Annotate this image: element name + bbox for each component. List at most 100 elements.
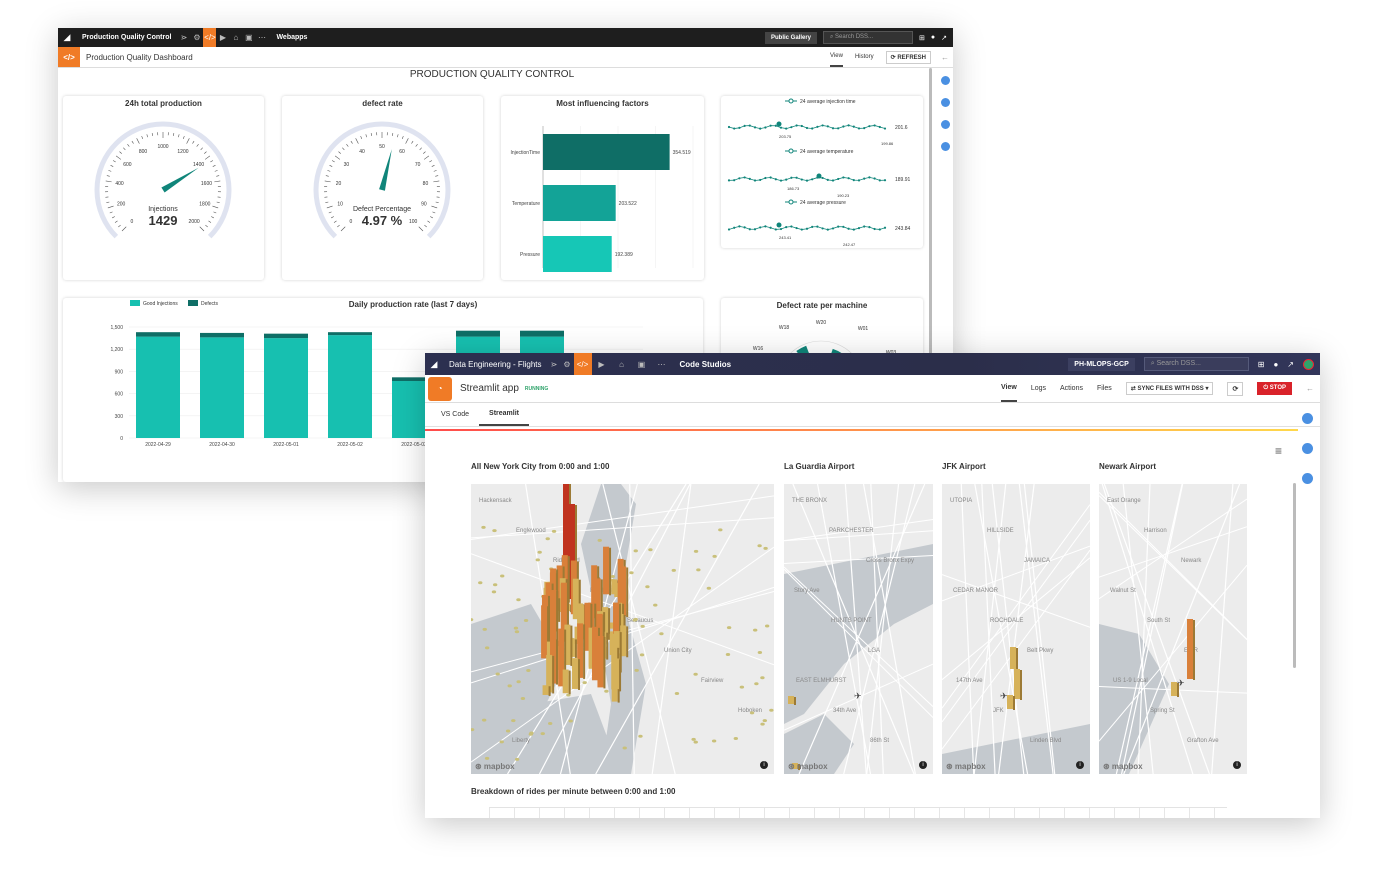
factor-bar: [543, 134, 670, 170]
mapbox-logo[interactable]: ⊛ mapbox: [788, 762, 828, 771]
flow-icon[interactable]: ⋗: [548, 360, 561, 369]
low-label: 199.86: [881, 141, 894, 146]
more-icon[interactable]: ⋯: [652, 360, 672, 369]
activity-icon[interactable]: ↗: [941, 34, 947, 42]
help-icon[interactable]: ●: [1273, 360, 1278, 369]
stop-button[interactable]: ⏻ STOP: [1257, 382, 1292, 395]
play-icon[interactable]: ▶: [216, 33, 229, 42]
back-arrow-icon[interactable]: ←: [1306, 384, 1314, 393]
pickup-dot: [757, 544, 761, 547]
chevron-down-icon[interactable]: ▾: [1205, 386, 1208, 392]
place-label: 34th Ave: [833, 708, 857, 714]
tab-view[interactable]: View: [830, 47, 843, 67]
tab-vscode[interactable]: VS Code: [431, 403, 479, 426]
legend-label: 24 average injection time: [800, 99, 856, 105]
pickup-dot: [516, 680, 520, 683]
code-icon[interactable]: </>: [203, 28, 216, 47]
gauge-tick: [112, 216, 115, 217]
search-input[interactable]: ⌕ Search DSS...: [823, 31, 913, 44]
chat-icon[interactable]: [941, 120, 950, 129]
project-title[interactable]: Production Quality Control: [76, 34, 177, 41]
bank-icon[interactable]: ⌂: [229, 33, 242, 42]
hamburger-icon[interactable]: ≡: [1275, 444, 1282, 458]
dataiku-bird-icon[interactable]: ◢: [425, 359, 443, 370]
play-icon[interactable]: ▶: [592, 360, 612, 369]
activity-icon[interactable]: ↗: [1287, 360, 1294, 369]
plus-icon[interactable]: [1302, 413, 1313, 424]
info-icon[interactable]: [1302, 443, 1313, 454]
reload-button[interactable]: ⟳: [1227, 382, 1243, 396]
nav-view[interactable]: View: [1001, 375, 1017, 402]
pickup-dot: [526, 669, 530, 672]
help-icon[interactable]: ●: [931, 34, 935, 41]
dashboard-icon[interactable]: ▣: [242, 33, 255, 42]
info-icon[interactable]: i: [760, 761, 768, 769]
section-webapps[interactable]: Webapps: [276, 34, 307, 41]
search-input[interactable]: ⌕ Search DSS...: [1144, 357, 1249, 371]
dashboard-icon[interactable]: ▣: [632, 360, 652, 369]
place-label: JAMAICA: [1024, 558, 1050, 564]
info-icon[interactable]: i: [919, 761, 927, 769]
gauge-tick-label: 100: [409, 219, 418, 225]
ride-column-side: [1020, 670, 1022, 700]
map-view[interactable]: THE BRONX PARKCHESTER Cross Bronx Expy Stor…: [784, 484, 933, 774]
info-icon[interactable]: i: [1076, 761, 1084, 769]
gauge-tick: [118, 225, 120, 227]
gauge-tick: [423, 152, 425, 154]
code-icon[interactable]: </>: [574, 353, 592, 375]
dataiku-bird-icon[interactable]: ◢: [58, 32, 76, 43]
gear-icon[interactable]: ⚙: [190, 33, 203, 42]
map-canvas[interactable]: East Orange Harrison Newark Walnut St South …: [1099, 484, 1247, 774]
map-canvas[interactable]: HackensackEnglewoodRidgefieldFort LeeSec…: [471, 484, 774, 774]
pickup-dot: [500, 740, 504, 743]
grid-icon[interactable]: ⊞: [1258, 360, 1265, 369]
y-tick-label: 0: [120, 436, 123, 442]
gauge-tick: [116, 156, 121, 160]
place-label: JFK: [993, 708, 1004, 714]
mapbox-logo[interactable]: ⊛ mapbox: [1103, 762, 1143, 771]
info-icon[interactable]: i: [1233, 761, 1241, 769]
bank-icon[interactable]: ⌂: [612, 360, 632, 369]
pickup-dot: [485, 646, 489, 649]
map-view[interactable]: East Orange Harrison Newark Walnut St South …: [1099, 484, 1247, 774]
nav-files[interactable]: Files: [1097, 385, 1112, 392]
more-icon[interactable]: ⋯: [255, 33, 268, 42]
mapbox-logo[interactable]: ⊛ mapbox: [946, 762, 986, 771]
place-label: Fairview: [701, 678, 724, 684]
place-label: Harrison: [1144, 528, 1167, 534]
pickup-dot: [718, 528, 722, 531]
pickup-dot: [548, 722, 552, 725]
tab-history[interactable]: History: [855, 54, 874, 60]
gauge-card-production: 24h total production 0 200 400 600 800 1000 12…: [63, 96, 264, 280]
sync-files-button[interactable]: ⇄ SYNC FILES WITH DSS ▾: [1126, 382, 1214, 395]
gear-icon[interactable]: ⚙: [561, 360, 574, 369]
nav-logs[interactable]: Logs: [1031, 385, 1046, 392]
map-view[interactable]: HackensackEnglewoodRidgefieldFort LeeSec…: [471, 484, 774, 774]
public-gallery-button[interactable]: Public Gallery: [765, 32, 817, 44]
back-arrow-icon[interactable]: ←: [941, 53, 949, 62]
chat-icon[interactable]: [1302, 473, 1313, 484]
project-badge[interactable]: PH-MLOPS-GCP: [1068, 358, 1134, 371]
mapbox-logo[interactable]: ⊛ mapbox: [475, 762, 515, 771]
scrollbar[interactable]: [929, 68, 932, 368]
grid-icon[interactable]: ⊞: [919, 34, 925, 42]
map-view[interactable]: UTOPIA HILLSIDE JAMAICA CEDAR MANOR ROCHDALE…: [942, 484, 1090, 774]
map-canvas[interactable]: UTOPIA HILLSIDE JAMAICA CEDAR MANOR ROCHDALE…: [942, 484, 1090, 774]
tab-streamlit[interactable]: Streamlit: [479, 403, 529, 426]
section-code-studios[interactable]: Code Studios: [680, 360, 732, 369]
avatar[interactable]: [1303, 359, 1314, 370]
project-title[interactable]: Data Engineering - Flights: [443, 360, 548, 369]
scrollbar[interactable]: [1293, 483, 1296, 668]
nav-actions[interactable]: Actions: [1060, 385, 1083, 392]
flow-icon[interactable]: ⋗: [177, 33, 190, 42]
gauge-tick: [208, 221, 210, 223]
discussion-icon[interactable]: [941, 142, 950, 151]
info-icon[interactable]: [941, 98, 950, 107]
plus-icon[interactable]: [941, 76, 950, 85]
ride-column: [541, 605, 547, 658]
map-canvas[interactable]: THE BRONX PARKCHESTER Cross Bronx Expy Stor…: [784, 484, 933, 774]
defect-bar: [264, 334, 308, 338]
refresh-button[interactable]: ⟳ REFRESH: [886, 51, 931, 64]
low-label: 203.75: [779, 134, 792, 139]
place-label: HUNTS POINT: [831, 618, 872, 624]
